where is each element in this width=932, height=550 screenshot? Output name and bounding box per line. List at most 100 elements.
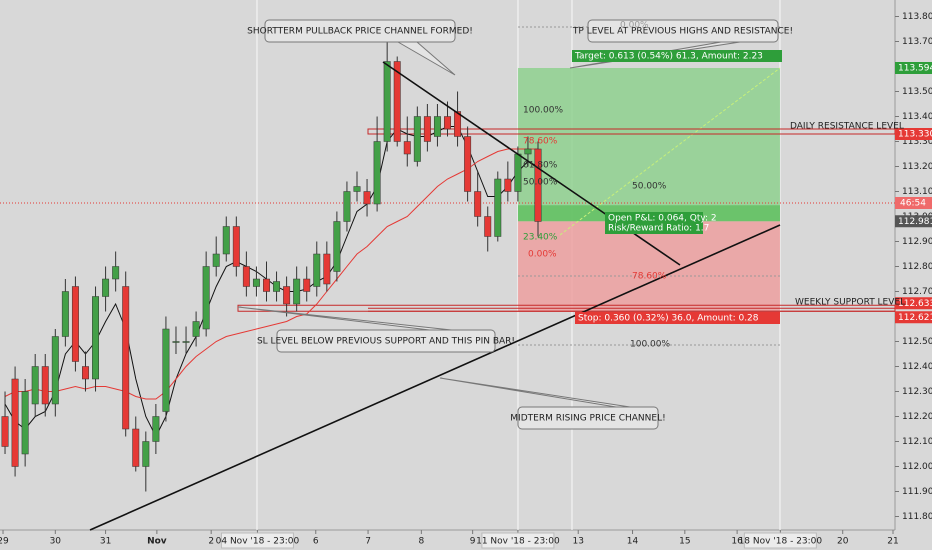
y-tick-label: 113.500 (902, 87, 932, 97)
callout-box (587, 19, 779, 43)
candle-body (333, 221, 341, 272)
candle-body (162, 328, 170, 412)
price-tag-label: 112.981 (898, 217, 932, 227)
ma-slow (4, 148, 538, 400)
fib-label: 100.00% (630, 340, 670, 350)
price-tag (895, 128, 932, 140)
price-tag-label: 113.594 (898, 64, 932, 74)
candle-body (273, 281, 281, 292)
callout-pointer (439, 377, 631, 408)
candle-body (484, 216, 492, 237)
candle-body (403, 141, 411, 155)
fib-label: 78.60% (523, 137, 558, 147)
candle-body (534, 148, 542, 222)
callout-pointer (237, 306, 452, 331)
y-tick-label: 112.100 (902, 437, 932, 447)
candle-body (232, 226, 240, 267)
open-pl-label: Open P&L: 0.064, Qty: 2 (608, 214, 717, 224)
candle-body (92, 296, 100, 380)
target-label-box (572, 50, 782, 62)
candle-body (61, 291, 69, 337)
candle-body (303, 278, 311, 292)
candle-body (222, 226, 230, 255)
x-tick-label: 21 (887, 537, 898, 547)
x-tick-label: 15 (679, 537, 690, 547)
stop-label-box (575, 312, 780, 324)
y-tick-label: 113.200 (902, 162, 932, 172)
stop-label: Stop: 0.360 (0.32%) 36.0, Amount: 0.28 (578, 314, 759, 324)
y-tick-label: 113.100 (902, 187, 932, 197)
callout-pointer (397, 41, 456, 76)
level-label: WEEKLY SUPPORT LEVEL (795, 298, 905, 308)
x-tick-label: 2 (208, 537, 214, 547)
x-tick-label: 20 (837, 537, 849, 547)
target-label: Target: 0.613 (0.54%) 61.3, Amount: 2.23 (574, 52, 763, 62)
callout-box (517, 406, 659, 430)
candle-body (524, 148, 532, 155)
x-tick-label: 13 (573, 537, 584, 547)
candle-body (504, 178, 512, 192)
y-tick-label: 112.000 (902, 462, 932, 472)
callout-box (264, 19, 456, 43)
candle-body (343, 191, 351, 222)
candle-body (444, 116, 451, 130)
countdown-tag (895, 197, 932, 209)
x-tick-label: 31 (100, 537, 111, 547)
x-tick-label: 14 (627, 537, 639, 547)
candle-body (152, 416, 160, 442)
candle-body (182, 341, 190, 343)
pl-label-box (605, 212, 703, 234)
fib-label: 61.80% (523, 161, 558, 171)
y-tick-label: 112.800 (902, 262, 932, 272)
x-tick-label: 30 (50, 537, 62, 547)
x-tick-label: 6 (313, 537, 319, 547)
callout-text: MIDTERM RISING PRICE CHANNEL! (510, 414, 665, 424)
x-tick-label: 29 (0, 537, 9, 547)
candle-body (51, 336, 59, 405)
candle-body (353, 186, 361, 192)
candle-body (383, 61, 391, 142)
candle-body (494, 178, 502, 237)
callout-text: SHORTTERM PULLBACK PRICE CHANNEL FORMED! (247, 27, 473, 37)
y-tick-label: 112.500 (902, 337, 932, 347)
candle-body (474, 191, 482, 217)
target-zone (518, 68, 780, 222)
fib-label: 50.00% (632, 182, 667, 192)
fib-label: 0.00% (620, 21, 649, 31)
price-tag (895, 62, 932, 74)
candle-body (423, 116, 431, 142)
y-tick-label: 113.800 (902, 12, 932, 22)
candle-body (373, 141, 381, 205)
candle-body (1, 416, 9, 447)
candle-body (21, 391, 29, 455)
fib-label: 100.00% (523, 106, 563, 116)
y-tick-label: 111.800 (902, 512, 932, 522)
candle-body (112, 266, 120, 280)
fib-label: 23.40% (523, 233, 558, 243)
y-tick-label: 113.300 (902, 137, 932, 147)
trendline-up (89, 224, 781, 531)
y-tick-label: 112.200 (902, 412, 932, 422)
fib-label: 78.60% (632, 272, 667, 282)
candle-body (142, 441, 150, 467)
stop-zone (518, 221, 780, 312)
price-tag-label: 112.633 (898, 299, 932, 309)
candle-body (202, 266, 210, 330)
candle-body (102, 278, 110, 297)
x-tick-highlight (481, 532, 555, 549)
price-tag-label: 113.330 (898, 130, 932, 140)
fib-label: 50.00% (523, 178, 558, 188)
candle-body (11, 378, 19, 467)
candle-body (283, 286, 291, 305)
candle-body (82, 366, 89, 380)
candle-body (252, 278, 260, 287)
y-tick-label: 112.400 (902, 362, 932, 372)
y-tick-label: 112.300 (902, 387, 932, 397)
countdown: 46:54 (900, 199, 926, 209)
x-tick-label: 04 Nov '18 - 23:00 (216, 537, 300, 547)
candle-body (212, 253, 220, 267)
fib-label: 0.00% (528, 250, 557, 260)
candle-body (464, 136, 472, 192)
